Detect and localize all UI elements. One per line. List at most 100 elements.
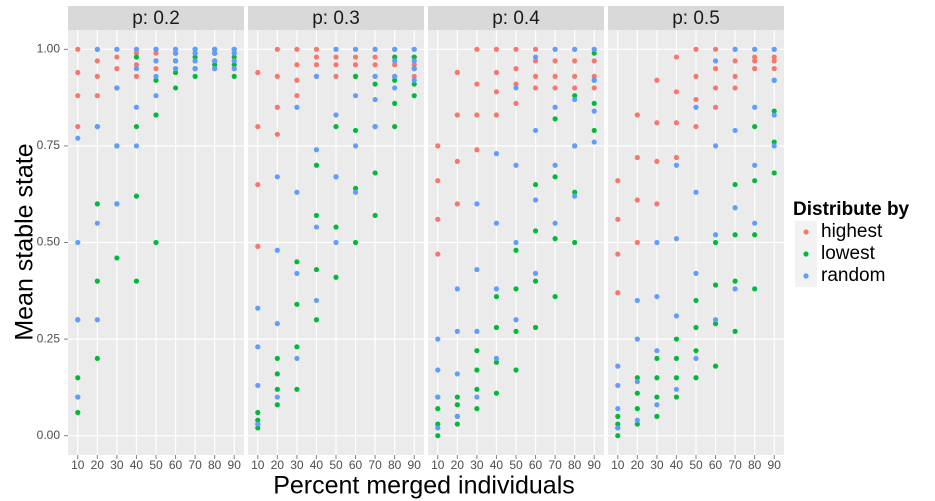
point xyxy=(313,162,320,168)
point xyxy=(771,112,777,118)
point xyxy=(435,251,441,257)
point xyxy=(454,328,460,334)
point xyxy=(294,301,300,307)
point xyxy=(634,297,640,304)
point xyxy=(274,247,280,253)
point xyxy=(634,378,640,385)
point xyxy=(274,131,280,137)
point xyxy=(114,255,120,261)
point xyxy=(75,69,81,76)
point xyxy=(552,58,558,64)
point xyxy=(274,371,280,377)
point xyxy=(532,181,539,188)
point xyxy=(454,421,460,427)
point xyxy=(133,50,140,56)
x-tick-label: 80 xyxy=(568,458,582,472)
x-tick-label: 10 xyxy=(71,458,85,472)
point xyxy=(493,69,500,76)
point xyxy=(552,236,558,242)
point xyxy=(133,104,140,110)
x-tick-label: 40 xyxy=(310,458,324,472)
point xyxy=(75,93,81,99)
point xyxy=(411,62,417,68)
point xyxy=(372,81,378,87)
point xyxy=(294,104,300,110)
x-tick-label: 50 xyxy=(509,458,523,472)
point xyxy=(752,66,758,72)
point xyxy=(513,162,519,168)
point xyxy=(771,77,777,83)
point xyxy=(552,46,558,52)
point xyxy=(255,181,261,188)
point xyxy=(474,112,480,118)
point xyxy=(231,58,237,64)
point xyxy=(274,394,280,400)
point xyxy=(372,96,378,103)
point xyxy=(274,355,280,362)
point xyxy=(411,58,417,64)
point xyxy=(294,259,300,265)
point xyxy=(333,123,339,130)
legend-marker xyxy=(803,251,809,257)
point xyxy=(572,143,578,149)
point xyxy=(615,290,621,296)
point xyxy=(133,278,140,284)
point xyxy=(231,46,237,52)
x-tick-label: 70 xyxy=(368,458,382,472)
point xyxy=(591,108,597,114)
x-tick-label: 10 xyxy=(611,458,625,472)
point xyxy=(654,293,660,300)
point xyxy=(591,127,597,134)
point xyxy=(615,421,621,427)
point xyxy=(411,77,417,83)
point xyxy=(712,232,719,238)
point xyxy=(231,62,237,68)
point xyxy=(231,54,237,60)
point xyxy=(333,62,339,68)
x-tick-label: 80 xyxy=(388,458,402,472)
point xyxy=(212,62,218,68)
point xyxy=(513,367,519,373)
point xyxy=(313,54,320,60)
point xyxy=(712,363,719,369)
x-tick-label: 10 xyxy=(431,458,445,472)
point xyxy=(493,390,500,396)
point xyxy=(474,348,480,354)
point xyxy=(552,174,558,180)
point xyxy=(732,278,738,284)
point xyxy=(732,73,738,79)
x-tick-label: 80 xyxy=(748,458,762,472)
point xyxy=(133,193,140,199)
point xyxy=(294,270,300,277)
point xyxy=(513,328,519,334)
x-tick-label: 30 xyxy=(470,458,484,472)
point xyxy=(153,77,159,83)
x-tick-label: 50 xyxy=(689,458,703,472)
point xyxy=(75,239,81,246)
x-tick-label: 50 xyxy=(329,458,343,472)
point xyxy=(212,50,218,56)
point xyxy=(513,100,519,107)
point xyxy=(454,394,460,400)
point xyxy=(75,46,81,52)
point xyxy=(192,46,198,52)
point xyxy=(591,77,597,83)
x-tick-label: 40 xyxy=(130,458,144,472)
point xyxy=(532,278,539,284)
point xyxy=(333,239,339,246)
legend-marker xyxy=(803,273,809,279)
point xyxy=(454,112,460,118)
point xyxy=(313,212,320,219)
point xyxy=(94,93,100,99)
point xyxy=(172,69,179,76)
point xyxy=(333,224,339,230)
point xyxy=(732,205,738,211)
y-tick-label: 0.00 xyxy=(37,428,61,442)
point xyxy=(435,425,441,431)
point xyxy=(552,220,558,226)
point xyxy=(493,89,500,95)
point xyxy=(372,46,378,52)
point xyxy=(411,81,417,87)
point xyxy=(274,402,280,408)
